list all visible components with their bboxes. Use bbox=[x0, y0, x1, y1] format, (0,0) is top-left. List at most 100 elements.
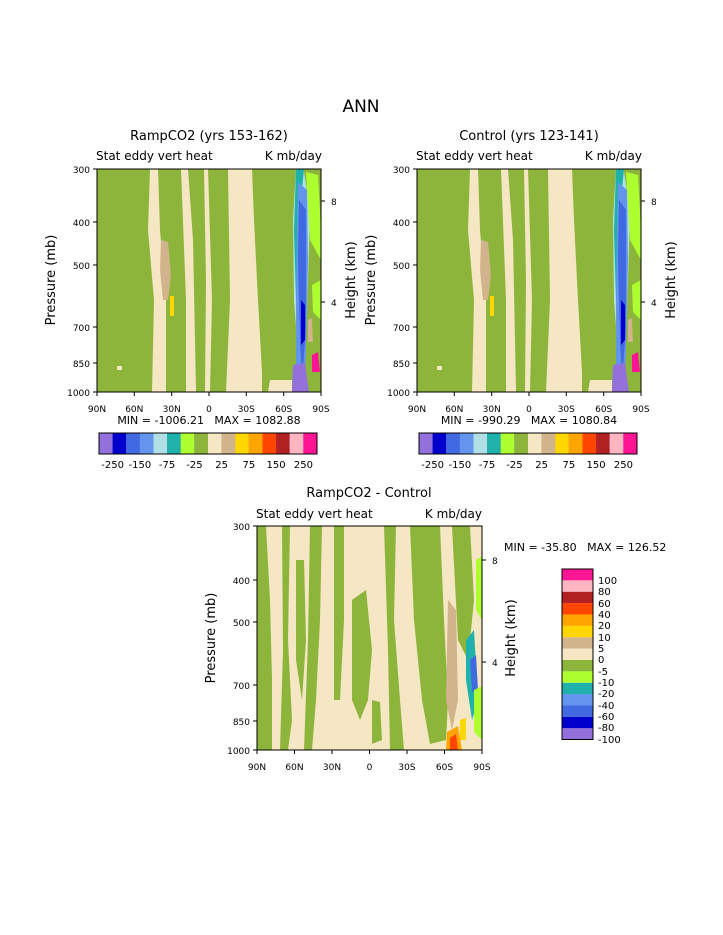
colorbar-label: 20 bbox=[598, 621, 611, 632]
colorbar-box bbox=[562, 591, 593, 604]
colorbar-box bbox=[289, 433, 304, 454]
colorbar-box bbox=[180, 433, 195, 454]
colorbar-box bbox=[473, 433, 488, 454]
colorbar-box bbox=[112, 433, 127, 454]
colorbar-box bbox=[562, 569, 593, 581]
colorbar-label: 75 bbox=[243, 460, 256, 471]
x-tick-label: 90S bbox=[632, 405, 649, 415]
colorbar-box bbox=[221, 433, 236, 454]
y-axis-label: Pressure (mb) bbox=[44, 235, 59, 326]
x-tick-label: 0 bbox=[367, 763, 373, 773]
colorbar-box bbox=[126, 433, 140, 454]
colorbar-label: 150 bbox=[267, 460, 286, 471]
y-tick-label: 700 bbox=[233, 682, 250, 692]
panel-title: RampCO2 (yrs 153-162) bbox=[130, 129, 288, 144]
x-ticks: 90N 60N 30N 0 30S 60S 90S bbox=[248, 750, 491, 773]
colorbar-box bbox=[562, 682, 593, 695]
colorbar-label: -60 bbox=[598, 712, 614, 723]
colorbar-box bbox=[487, 433, 501, 454]
panel-subtitle-left: Stat eddy vert heat bbox=[256, 507, 373, 521]
panel-subtitle-right: K mb/day bbox=[265, 149, 322, 163]
colorbar: -250 -150 -75 -25 25 75 150 250 bbox=[418, 432, 638, 471]
colorbar-box bbox=[562, 580, 593, 592]
colorbar-box bbox=[528, 433, 542, 454]
y-tick-label: 400 bbox=[233, 577, 250, 587]
colorbar-box bbox=[459, 433, 474, 454]
colorbar-label: 150 bbox=[587, 460, 606, 471]
x-tick-label: 60S bbox=[436, 763, 453, 773]
x-tick-label: 60S bbox=[595, 405, 612, 415]
x-tick-label: 30S bbox=[398, 763, 415, 773]
y-tick-label: 700 bbox=[73, 324, 90, 334]
y-tick-label: 300 bbox=[233, 523, 250, 533]
colorbar-box bbox=[167, 433, 181, 454]
colorbar-label: -100 bbox=[598, 735, 621, 746]
colorbar-label: -5 bbox=[598, 667, 608, 678]
colorbar-label: 0 bbox=[598, 655, 604, 666]
y-tick-label: 850 bbox=[393, 360, 410, 370]
colorbar-label: -75 bbox=[159, 460, 175, 471]
y-axis-label: Pressure (mb) bbox=[204, 593, 219, 684]
y-tick-label: 300 bbox=[73, 166, 90, 176]
height-tick-label: 8 bbox=[331, 198, 337, 208]
colorbar-label: -250 bbox=[421, 460, 444, 471]
x-tick-label: 30N bbox=[163, 405, 181, 415]
colorbar-box bbox=[562, 694, 593, 706]
x-tick-label: 90S bbox=[473, 763, 490, 773]
y-tick-label: 700 bbox=[393, 324, 410, 334]
colorbar-box bbox=[541, 433, 556, 454]
y-ticks: 300 400 500 700 850 1000 bbox=[387, 166, 417, 399]
colorbar-label: 75 bbox=[563, 460, 576, 471]
colorbar-box bbox=[303, 433, 317, 454]
x-tick-label: 90N bbox=[408, 405, 426, 415]
min-max-label: MIN = -35.80 MAX = 126.52 bbox=[504, 541, 666, 554]
colorbar-box bbox=[446, 433, 460, 454]
min-max-label: MIN = -1006.21 MAX = 1082.88 bbox=[117, 414, 300, 427]
colorbar-label: 100 bbox=[598, 576, 617, 587]
panel-subtitle-left: Stat eddy vert heat bbox=[416, 149, 533, 163]
colorbar-label: -250 bbox=[101, 460, 124, 471]
colorbar-label: 25 bbox=[215, 460, 228, 471]
colorbar-box bbox=[568, 433, 583, 454]
colorbar-label: 25 bbox=[535, 460, 548, 471]
y-tick-label: 500 bbox=[73, 262, 90, 272]
min-max-label: MIN = -990.29 MAX = 1080.84 bbox=[441, 414, 617, 427]
colorbar-box bbox=[562, 716, 593, 729]
colorbar-label: 10 bbox=[598, 633, 611, 644]
x-tick-label: 60S bbox=[275, 405, 292, 415]
y-axis-label-right: Height (km) bbox=[664, 241, 679, 318]
colorbar-box bbox=[153, 433, 168, 454]
colorbar-label: -75 bbox=[479, 460, 495, 471]
colorbar-box bbox=[596, 433, 610, 454]
colorbar-box bbox=[139, 433, 154, 454]
colorbar-label: 60 bbox=[598, 599, 611, 610]
y-tick-label: 850 bbox=[73, 360, 90, 370]
colorbar-box bbox=[208, 433, 222, 454]
colorbar-box bbox=[514, 433, 528, 454]
colorbar-box bbox=[555, 433, 569, 454]
panel-title: RampCO2 - Control bbox=[306, 486, 431, 501]
y-axis-label: Pressure (mb) bbox=[364, 235, 379, 326]
colorbar-label: 250 bbox=[614, 460, 633, 471]
figure-title: ANN bbox=[342, 97, 379, 117]
colorbar-box bbox=[194, 433, 208, 454]
panel-title: Control (yrs 123-141) bbox=[459, 129, 599, 144]
colorbar-box bbox=[262, 433, 277, 454]
colorbar: -250 -150 -75 -25 25 75 150 250 bbox=[98, 432, 318, 471]
x-tick-label: 90N bbox=[248, 763, 266, 773]
contour-field bbox=[417, 169, 641, 392]
colorbar-box bbox=[562, 660, 593, 672]
colorbar-box bbox=[562, 728, 593, 740]
panel-rampco2: RampCO2 (yrs 153-162) Stat eddy vert hea… bbox=[44, 129, 359, 471]
y-tick-label: 300 bbox=[393, 166, 410, 176]
y-tick-label: 1000 bbox=[387, 389, 410, 399]
panel-subtitle-left: Stat eddy vert heat bbox=[96, 149, 213, 163]
colorbar-box bbox=[562, 614, 593, 626]
height-tick-label: 4 bbox=[492, 659, 498, 669]
x-tick-label: 90S bbox=[312, 405, 329, 415]
height-tick-label: 4 bbox=[331, 299, 337, 309]
colorbar-box bbox=[500, 433, 515, 454]
y-tick-label: 400 bbox=[73, 219, 90, 229]
x-tick-label: 30N bbox=[323, 763, 341, 773]
